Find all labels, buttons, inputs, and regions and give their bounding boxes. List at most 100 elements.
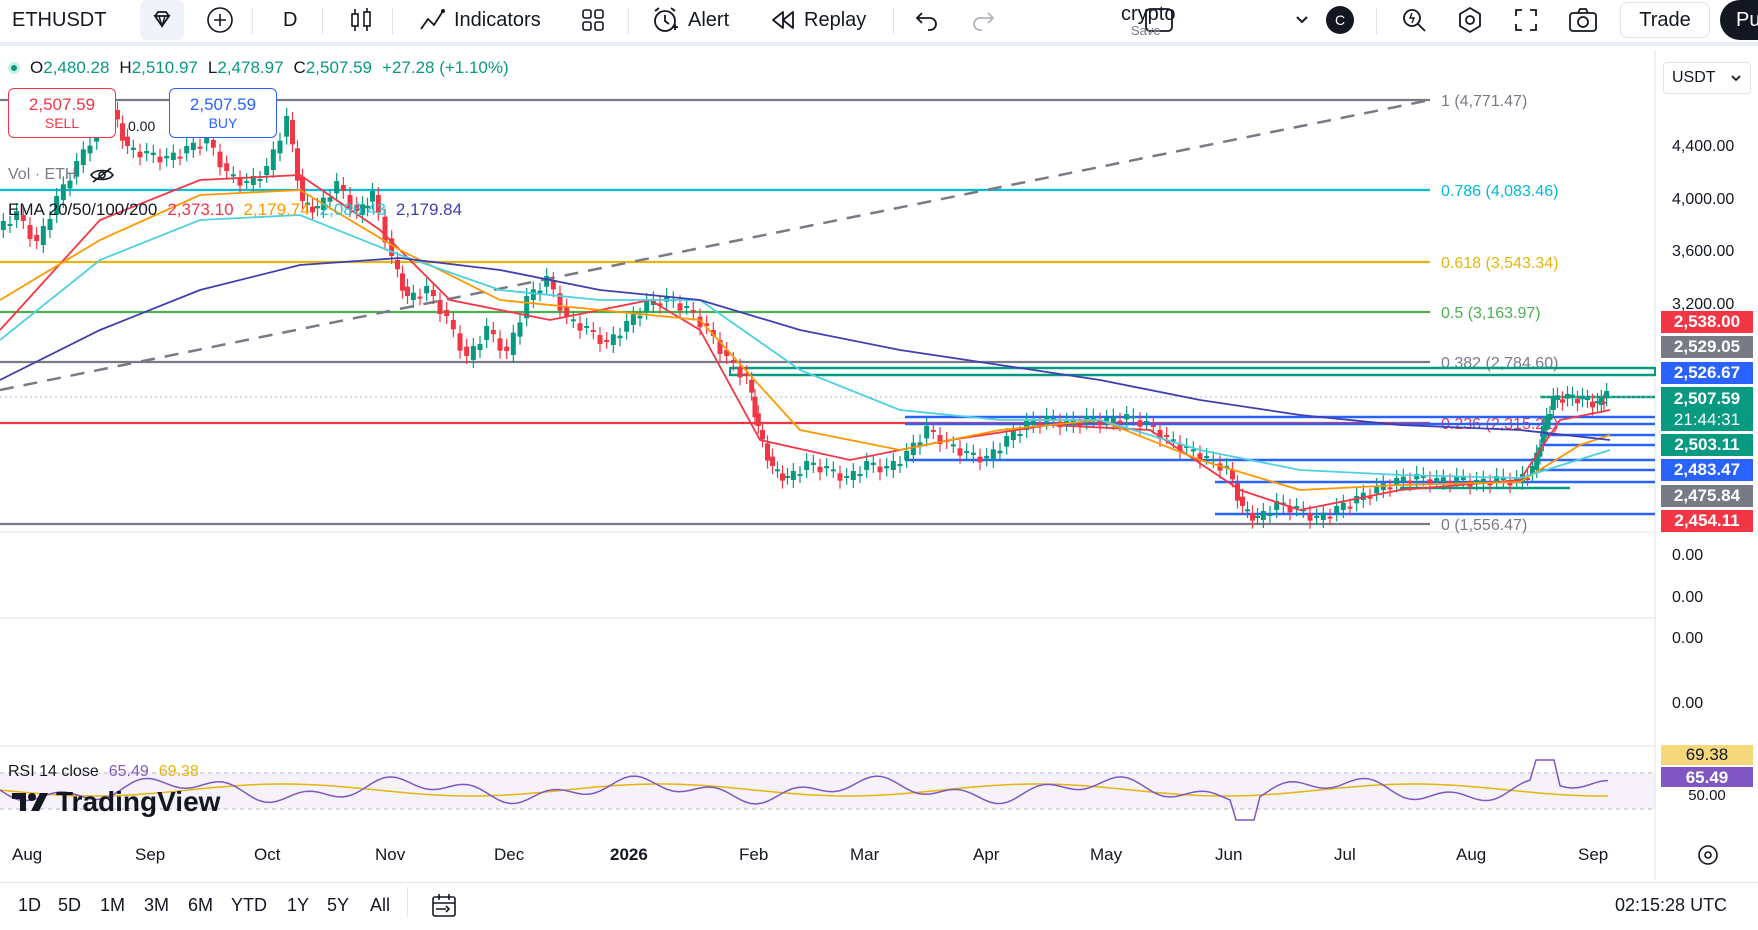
chart-type-button[interactable] xyxy=(348,0,374,40)
publish-button[interactable]: Pu xyxy=(1720,0,1758,40)
candle-body xyxy=(797,474,803,476)
price-chart[interactable]: 1 (4,771.47) 0.786 (4,083.46) 0.618 (3,543… xyxy=(0,46,1758,882)
candle-body xyxy=(1037,423,1043,426)
ohlc-legend: O2,480.28 H2,510.97 L2,478.97 C2,507.59 … xyxy=(8,58,509,78)
candle-body xyxy=(530,289,536,300)
candle-body xyxy=(405,286,410,296)
candle-body xyxy=(970,452,976,455)
candle-body xyxy=(1544,416,1550,430)
range-5y-button[interactable]: 5Y xyxy=(327,895,350,915)
candle-body xyxy=(14,211,20,220)
candle-body xyxy=(1097,420,1103,426)
candle-body xyxy=(1570,394,1575,398)
candle-body xyxy=(164,156,170,159)
eye-hidden-icon[interactable] xyxy=(89,166,115,184)
quick-search-button[interactable] xyxy=(1400,0,1428,40)
range-1y-button[interactable]: 1Y xyxy=(287,895,310,915)
candle-body xyxy=(424,286,430,294)
rsi-legend[interactable]: RSI 14 close 65.49 69.38 xyxy=(8,763,199,781)
currency-selector[interactable]: USDT xyxy=(1663,62,1751,94)
redo-button[interactable] xyxy=(970,0,996,40)
layout-toggle-button[interactable] xyxy=(1144,0,1174,40)
symbol-search[interactable]: ETHUSDT xyxy=(12,0,106,40)
fib-level-label: 0 (1,556.47) xyxy=(1441,517,1527,534)
candle-body xyxy=(1354,496,1360,504)
candle-body xyxy=(765,443,770,461)
range-3m-button[interactable]: 3M xyxy=(144,895,170,915)
bottom-bar: 1D 5D 1M 3M 6M YTD 1Y 5Y All 02:15:28 UT… xyxy=(0,882,1758,930)
trade-button[interactable]: Trade xyxy=(1620,2,1710,38)
fullscreen-button[interactable] xyxy=(1513,0,1539,40)
candle-body xyxy=(1017,434,1023,436)
sell-button[interactable]: 2,507.59 SELL xyxy=(8,88,116,138)
interval-button[interactable]: D xyxy=(283,0,297,40)
candle-body xyxy=(1374,486,1380,494)
range-1m-button[interactable]: 1M xyxy=(100,895,126,915)
undo-button[interactable] xyxy=(914,0,940,40)
fib-level-label: 0.382 (2,784.60) xyxy=(1441,355,1558,372)
candle-body xyxy=(1307,513,1313,521)
candle-body xyxy=(1164,435,1170,437)
sell-label: SELL xyxy=(44,115,80,131)
candle-body xyxy=(1560,399,1565,403)
candle-body xyxy=(365,205,370,209)
tradingview-logo[interactable]: TradingView xyxy=(12,786,220,818)
candle-body xyxy=(637,315,643,319)
chevron-down-icon xyxy=(1296,16,1308,24)
layout-menu-button[interactable] xyxy=(1294,0,1310,40)
candle-body xyxy=(752,396,758,418)
templates-button[interactable] xyxy=(580,0,606,40)
candle-body xyxy=(1157,430,1163,439)
candle-body xyxy=(1300,509,1306,512)
price-tick: 3,600.00 xyxy=(1672,243,1735,260)
gear-icon xyxy=(1459,6,1481,34)
volume-tick: 0.00 xyxy=(1672,695,1704,712)
candle-body xyxy=(490,330,496,335)
buy-button[interactable]: 2,507.59 BUY xyxy=(169,88,277,138)
range-ytd-button[interactable]: YTD xyxy=(231,895,267,915)
ohlc-open: O2,480.28 xyxy=(30,58,110,77)
candle-body xyxy=(1547,414,1553,420)
candle-body xyxy=(957,448,963,456)
candle-body xyxy=(1420,475,1426,478)
candle-body xyxy=(375,195,381,213)
candle-body xyxy=(1460,477,1466,480)
candle-body xyxy=(1480,478,1486,484)
ema-50-line xyxy=(0,189,1611,491)
layout-name-button[interactable]: crypto Save xyxy=(1075,0,1280,40)
profile-button[interactable]: C xyxy=(1326,0,1354,40)
range-all-button[interactable]: All xyxy=(370,895,391,915)
top-toolbar: ETHUSDT D Indicators Alert Replay crypto… xyxy=(0,0,1758,46)
utc-clock[interactable]: 02:15:28 UTC xyxy=(1615,895,1728,915)
range-1d-button[interactable]: 1D xyxy=(18,895,42,915)
candle-body xyxy=(1150,425,1156,427)
candle-body xyxy=(170,152,176,160)
candle-body xyxy=(1197,453,1203,461)
chart-settings-button[interactable] xyxy=(1696,843,1720,872)
ema-legend[interactable]: EMA 20/50/100/200 2,373.10 2,179.74 2,08… xyxy=(8,200,462,220)
layout-save-label: Save xyxy=(1131,22,1161,38)
watchlist-diamond-button[interactable] xyxy=(140,0,184,40)
buy-label: BUY xyxy=(208,115,238,131)
settings-button[interactable] xyxy=(1456,0,1484,40)
snapshot-button[interactable] xyxy=(1568,0,1598,40)
range-6m-button[interactable]: 6M xyxy=(188,895,214,915)
indicators-button[interactable]: Indicators xyxy=(418,0,541,40)
candle-body xyxy=(1474,480,1480,483)
candle-body xyxy=(844,476,850,478)
last-price-badge: 2,507.59 xyxy=(1661,387,1753,411)
compare-symbol-button[interactable] xyxy=(206,0,234,40)
candle-body xyxy=(1595,401,1600,404)
candle-body xyxy=(1204,456,1210,458)
replay-button[interactable]: Replay xyxy=(770,0,866,40)
alert-button[interactable]: Alert xyxy=(650,0,729,40)
candle-body xyxy=(1090,416,1096,420)
ohlc-close: C2,507.59 xyxy=(293,58,373,77)
range-5d-button[interactable]: 5D xyxy=(58,895,82,915)
sell-price: 2,507.59 xyxy=(28,95,96,114)
go-to-date-button[interactable] xyxy=(430,893,458,924)
candle-body xyxy=(54,196,60,215)
candle-body xyxy=(1230,470,1235,480)
candle-body xyxy=(1320,512,1326,520)
volume-legend[interactable]: Vol · ETH xyxy=(8,166,115,184)
